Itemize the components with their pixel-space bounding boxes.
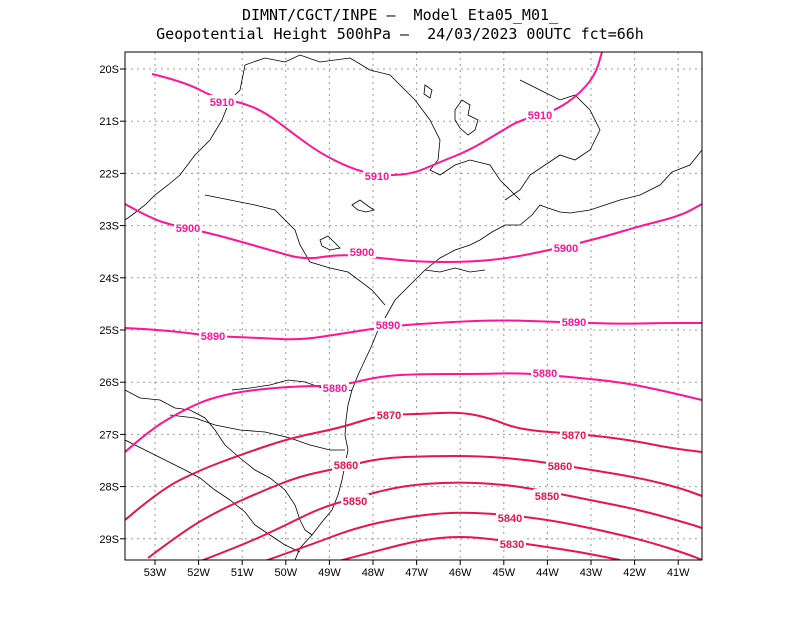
contour-label: 5840 bbox=[498, 513, 522, 525]
plot-frame bbox=[124, 51, 703, 561]
contour-label: 5850 bbox=[343, 496, 367, 508]
contour-label: 5890 bbox=[376, 320, 400, 332]
chart-title-line1: DIMNT/CGCT/INPE – Model Eta05_M01_ bbox=[241, 6, 559, 24]
contour-label-bg bbox=[348, 245, 376, 258]
lon-tick-label: 42W bbox=[623, 567, 646, 579]
latitude-axis: 20S 21S 22S 23S 24S 25S 26S 27S 28S 29S bbox=[99, 64, 125, 546]
contour-label-bg bbox=[199, 329, 227, 342]
lat-tick-label: 22S bbox=[99, 168, 119, 180]
contour-label-bg bbox=[552, 241, 580, 254]
lat-tick-label: 25S bbox=[99, 325, 119, 337]
reservoir-2 bbox=[319, 235, 341, 251]
lat-tick-label: 23S bbox=[99, 221, 119, 233]
contour-5880 bbox=[125, 372, 702, 453]
height-contours bbox=[125, 52, 702, 560]
lat-tick-label: 27S bbox=[99, 429, 119, 441]
lon-tick-label: 41W bbox=[667, 567, 690, 579]
contour-label-bg bbox=[533, 489, 561, 502]
contour-label-bg bbox=[496, 511, 524, 524]
contour-label-bg bbox=[208, 95, 236, 108]
longitude-axis: 53W 52W 51W 50W 49W 48W 47W 46W 45W 44W 43W 42W 41W bbox=[144, 560, 690, 579]
lon-tick-label: 50W bbox=[274, 567, 297, 579]
contour-label: 5900 bbox=[554, 243, 578, 255]
contour-5900 bbox=[125, 203, 702, 264]
contour-label: 5860 bbox=[334, 460, 358, 472]
contour-label-bg bbox=[332, 458, 360, 471]
contour-label: 5870 bbox=[562, 430, 586, 442]
lat-tick-label: 21S bbox=[99, 116, 119, 128]
border-west bbox=[125, 99, 231, 221]
graticule bbox=[125, 52, 702, 560]
contour-label: 5900 bbox=[176, 223, 200, 235]
lon-tick-label: 43W bbox=[580, 567, 603, 579]
contour-label: 5830 bbox=[500, 539, 524, 551]
contour-label: 5880 bbox=[533, 368, 557, 380]
contour-label: 5870 bbox=[377, 410, 401, 422]
lon-tick-label: 52W bbox=[187, 567, 210, 579]
lon-tick-label: 51W bbox=[231, 567, 254, 579]
contour-labels: 5910 5910 5910 5900 5900 5900 5890 5890 5890 5880… bbox=[174, 95, 588, 551]
lon-tick-label: 47W bbox=[405, 567, 428, 579]
contour-label: 5860 bbox=[548, 461, 572, 473]
chart-title-line2: Geopotential Height 500hPa – 24/03/2023 … bbox=[156, 25, 644, 43]
contour-5850 bbox=[200, 481, 702, 560]
border-argentina bbox=[125, 389, 301, 521]
contour-5830 bbox=[338, 536, 621, 560]
lon-tick-label: 44W bbox=[536, 567, 559, 579]
reservoir-1 bbox=[351, 199, 375, 213]
map-outlines bbox=[125, 54, 702, 560]
contour-5870 bbox=[125, 411, 702, 521]
contour-label: 5900 bbox=[350, 247, 374, 259]
contour-label-bg bbox=[546, 459, 574, 472]
contour-label-bg bbox=[531, 366, 559, 379]
contour-label: 5890 bbox=[562, 317, 586, 329]
state-border-sc-rs bbox=[169, 414, 345, 451]
contour-label: 5910 bbox=[210, 97, 234, 109]
contour-label-bg bbox=[498, 537, 526, 550]
contour-label: 5850 bbox=[535, 491, 559, 503]
lake-north bbox=[423, 84, 433, 99]
river-1 bbox=[424, 267, 486, 273]
lat-tick-label: 24S bbox=[99, 273, 119, 285]
border-argentina-2 bbox=[125, 439, 256, 526]
contour-label-bg bbox=[560, 428, 588, 441]
contour-label-bg bbox=[560, 315, 588, 328]
state-border-sp-pr bbox=[204, 194, 386, 306]
lon-tick-label: 48W bbox=[362, 567, 385, 579]
lon-tick-label: 53W bbox=[144, 567, 167, 579]
lat-tick-label: 29S bbox=[99, 534, 119, 546]
contour-5860 bbox=[147, 454, 702, 559]
contour-label: 5880 bbox=[323, 383, 347, 395]
contour-label: 5890 bbox=[201, 331, 225, 343]
state-border-north-2 bbox=[504, 79, 601, 201]
contour-label-bg bbox=[174, 221, 202, 234]
contour-label-bg bbox=[526, 108, 554, 121]
contour-label-bg bbox=[321, 381, 349, 394]
contour-label-bg bbox=[374, 318, 402, 331]
lat-tick-label: 26S bbox=[99, 377, 119, 389]
lat-tick-label: 28S bbox=[99, 482, 119, 494]
contour-label: 5910 bbox=[365, 171, 389, 183]
lon-tick-label: 45W bbox=[492, 567, 515, 579]
lon-tick-label: 49W bbox=[318, 567, 341, 579]
contour-label-bg bbox=[341, 494, 369, 507]
lagoon-south bbox=[299, 519, 313, 536]
lon-tick-label: 46W bbox=[449, 567, 472, 579]
lat-tick-label: 20S bbox=[99, 64, 119, 76]
contour-label-bg bbox=[375, 408, 403, 421]
border-uruguay bbox=[254, 524, 301, 553]
contour-label: 5910 bbox=[528, 110, 552, 122]
contour-label-bg bbox=[363, 169, 391, 182]
lake-furnas bbox=[454, 99, 479, 136]
state-border-north bbox=[229, 54, 521, 201]
